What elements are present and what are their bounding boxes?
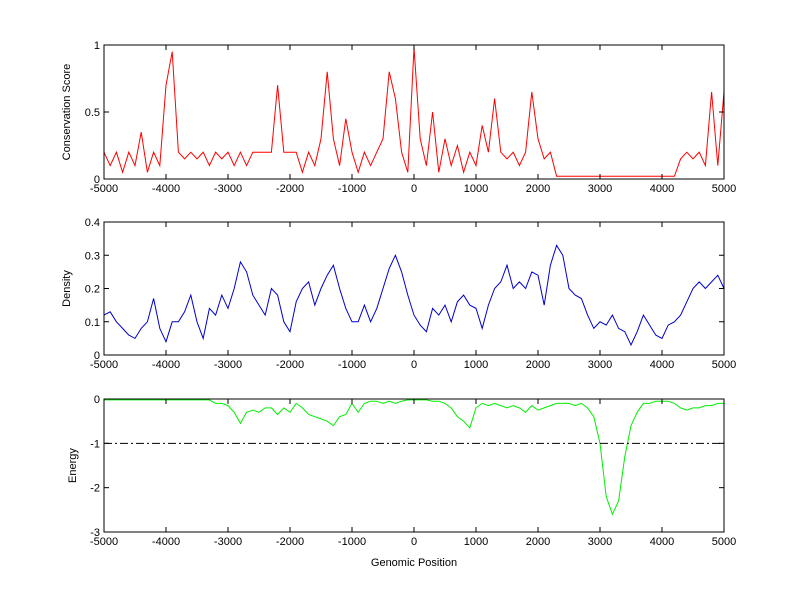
x-tick-label: 3000 [588,359,612,371]
x-tick-label: 2000 [526,536,550,548]
y-tick-label: -1 [90,438,100,450]
x-tick-label: -1000 [338,359,366,371]
y-tick-label: -2 [90,483,100,495]
x-tick-label: 4000 [650,536,674,548]
x-tick-label: 3000 [588,183,612,195]
y-axis-label: Conservation Score [61,64,73,161]
x-tick-label: 0 [411,359,417,371]
y-tick-label: 1 [94,40,100,52]
y-tick-label: 0 [94,174,100,186]
x-tick-label: -5000 [90,183,118,195]
x-tick-label: -5000 [90,536,118,548]
x-tick-label: 5000 [712,183,736,195]
y-axis-label: Density [61,270,73,307]
x-tick-label: 3000 [588,536,612,548]
y-tick-label: 0.5 [85,107,100,119]
x-tick-label: 2000 [526,183,550,195]
y-tick-label: 0.2 [85,284,100,296]
plot-area [104,222,724,355]
y-tick-label: 0 [94,394,100,406]
x-tick-label: 5000 [712,359,736,371]
x-tick-label: 4000 [650,183,674,195]
x-tick-label: -2000 [276,359,304,371]
x-tick-label: -3000 [214,183,242,195]
x-tick-label: -4000 [152,359,180,371]
x-tick-label: 0 [411,183,417,195]
y-tick-label: 0.3 [85,250,100,262]
plot-area [104,45,724,179]
x-tick-label: 2000 [526,359,550,371]
x-tick-label: -3000 [214,536,242,548]
x-tick-label: -4000 [152,183,180,195]
x-tick-label: 1000 [464,359,488,371]
y-tick-label: 0.1 [85,317,100,329]
x-tick-label: -4000 [152,536,180,548]
x-tick-label: -1000 [338,183,366,195]
x-tick-label: 1000 [464,183,488,195]
x-tick-label: 0 [411,536,417,548]
x-tick-label: 5000 [712,536,736,548]
data-line [103,244,725,347]
x-tick-label: -1000 [338,536,366,548]
y-tick-label: -3 [90,527,100,539]
x-axis-label: Genomic Position [371,557,457,569]
y-tick-label: 0 [94,350,100,362]
x-tick-label: 4000 [650,359,674,371]
y-axis-label: Energy [67,448,79,483]
y-tick-label: 0.4 [85,217,100,229]
plot-area [104,399,724,532]
x-tick-label: -5000 [90,359,118,371]
x-tick-label: 1000 [464,536,488,548]
x-tick-label: -2000 [276,536,304,548]
x-tick-label: -2000 [276,183,304,195]
x-tick-label: -3000 [214,359,242,371]
